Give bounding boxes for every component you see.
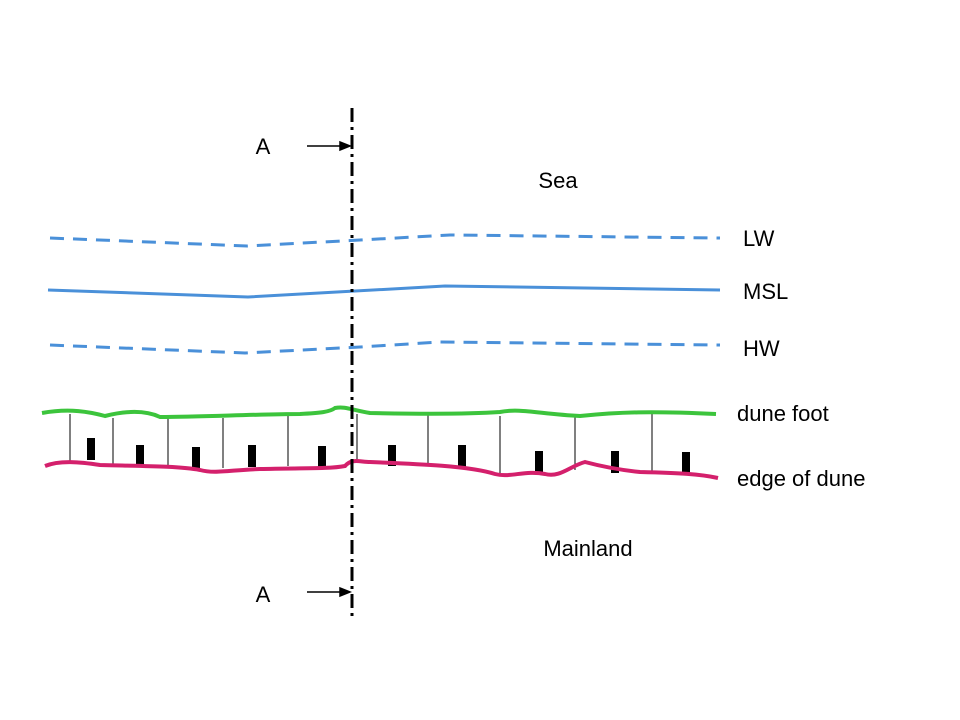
hw-line [49, 340, 721, 355]
dune-hatching [69, 413, 653, 474]
lw-line [49, 233, 721, 248]
edge-of-dune-line [44, 459, 719, 480]
dune-blocks [87, 438, 690, 474]
section-label: A [256, 134, 271, 159]
dune-foot-line [41, 405, 717, 420]
msl-line [47, 284, 721, 299]
line-label: LW [743, 226, 775, 251]
line-label: dune foot [737, 401, 829, 426]
line-label: HW [743, 336, 780, 361]
region-label: Sea [538, 168, 578, 193]
section-label: A [256, 582, 271, 607]
line-label: edge of dune [737, 466, 865, 491]
section-arrows [307, 140, 353, 598]
line-label: MSL [743, 279, 788, 304]
region-label: Mainland [543, 536, 632, 561]
